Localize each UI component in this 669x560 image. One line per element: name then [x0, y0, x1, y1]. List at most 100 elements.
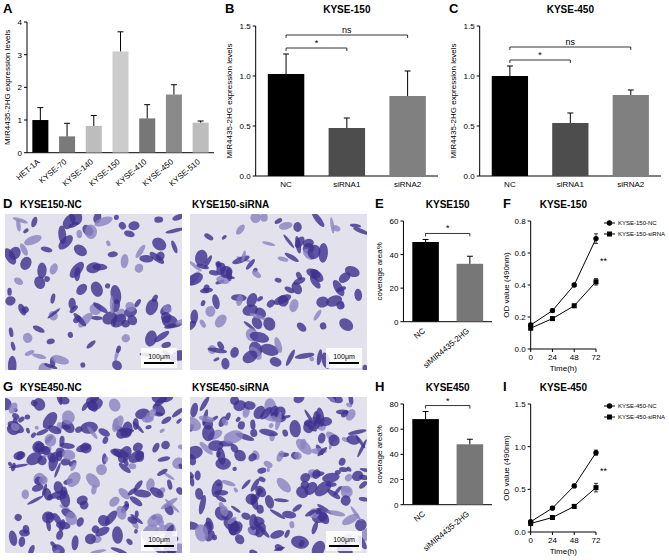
cell-stain — [18, 255, 34, 272]
cell-stain — [335, 285, 346, 293]
cell-stain — [35, 428, 49, 437]
cell-stain — [274, 543, 284, 552]
cell-stain — [215, 262, 222, 268]
cell-stain — [195, 470, 201, 480]
cell-stain — [260, 214, 267, 222]
x-tick — [530, 349, 531, 352]
error-cap — [594, 285, 598, 286]
panel-letter: G — [3, 379, 13, 394]
cell-stain — [151, 294, 159, 304]
y-tick-label: 0.5 — [515, 485, 527, 494]
cell-stain — [114, 214, 120, 220]
cell-stain — [345, 434, 360, 446]
x-tick — [530, 532, 531, 535]
y-tick — [400, 429, 403, 430]
micrograph — [190, 214, 367, 370]
cell-stain — [358, 496, 367, 502]
y-tick — [477, 126, 480, 127]
cell-stain — [293, 222, 302, 232]
bar-panel: CKYSE-450MIR4435-2HG expression levels0.… — [449, 1, 661, 189]
cell-stain — [156, 467, 169, 477]
cell-stain — [61, 448, 77, 461]
cell-stain — [316, 446, 328, 458]
error-bar — [118, 32, 124, 52]
cell-stain — [30, 216, 39, 228]
scale-bar-label: 100μm — [333, 353, 355, 361]
y-axis-title: MIR4435-2HG expression levels — [3, 30, 12, 145]
error-cap — [594, 243, 598, 244]
bar — [412, 419, 439, 505]
bar — [492, 76, 528, 176]
bar — [613, 95, 649, 176]
cell-stain — [61, 424, 71, 430]
y-tick-label: 60 — [390, 217, 399, 226]
cell-stain — [133, 418, 139, 430]
y-tick-label: 0.0 — [464, 172, 476, 181]
cell-stain — [64, 469, 84, 490]
y-tick — [253, 126, 256, 127]
cell-stain — [190, 270, 205, 288]
cell-stain — [30, 431, 37, 438]
cell-stain — [315, 407, 325, 427]
marks — [528, 450, 599, 526]
cell-stain — [21, 489, 29, 499]
cell-stain — [229, 346, 240, 359]
cell-stain — [7, 288, 12, 296]
error-bar — [550, 506, 554, 509]
cell-stain — [311, 468, 322, 480]
cell-stain — [161, 341, 172, 349]
error-cap — [405, 71, 411, 72]
cell-stain — [234, 223, 246, 236]
cell-stain — [126, 448, 146, 466]
error-bar — [572, 484, 576, 487]
x-axis-title: Time(h) — [550, 364, 578, 373]
y-tick — [400, 221, 403, 222]
cell-stain — [230, 505, 241, 514]
cell-stain — [142, 415, 154, 423]
y-tick-label: 1.5 — [464, 22, 476, 31]
cell-stain — [232, 466, 238, 472]
cell-stain — [120, 333, 131, 344]
cell-stain — [292, 450, 303, 461]
error-bar — [507, 66, 513, 76]
cell-stain — [284, 349, 296, 367]
cell-stain — [148, 485, 166, 500]
cell-stain — [107, 397, 122, 413]
cell-stain — [86, 425, 99, 440]
cell-stain — [88, 397, 101, 405]
significance-label: ns — [342, 25, 352, 35]
title: KYSE-450 — [540, 382, 588, 393]
cell-stain — [194, 249, 209, 267]
cell-stain — [107, 251, 118, 258]
point — [572, 303, 577, 308]
cell-stain — [243, 401, 256, 411]
cell-stain — [74, 425, 83, 434]
x-axis-title: Time(h) — [550, 547, 578, 556]
cell-stain — [337, 316, 356, 334]
cell-stain — [53, 462, 62, 478]
legend-label: KYSE-150-NC — [618, 220, 657, 226]
image-label: KYSE450-NC — [20, 382, 82, 393]
y-tick-label: 1.0 — [515, 443, 527, 452]
cell-stain — [212, 312, 229, 330]
cell-stain — [68, 304, 79, 314]
line-panel: FKYSE-150OD value (490nm)0.00.20.40.60.8… — [502, 196, 665, 373]
title: KYSE-150 — [540, 199, 588, 210]
cell-stain — [46, 338, 55, 345]
cell-stain — [150, 235, 169, 253]
cell-stain — [41, 483, 48, 496]
cell-stain — [37, 474, 49, 486]
significance-bracket — [510, 60, 570, 63]
y-tick-label: 0.6 — [515, 249, 527, 258]
error-bar — [594, 483, 598, 492]
bar-panel: BKYSE-150MIR4435-2HG expression levels0.… — [225, 1, 438, 189]
cell-stain — [103, 456, 108, 463]
bar — [112, 51, 128, 152]
cell-stain — [250, 428, 258, 437]
scale-bar-patch — [141, 348, 177, 368]
cell-stain — [160, 311, 173, 325]
cell-stain — [85, 533, 97, 544]
cell-stain — [166, 479, 173, 490]
legend-label: KYSE-450-NC — [618, 403, 657, 409]
panel-letter: D — [3, 196, 12, 211]
